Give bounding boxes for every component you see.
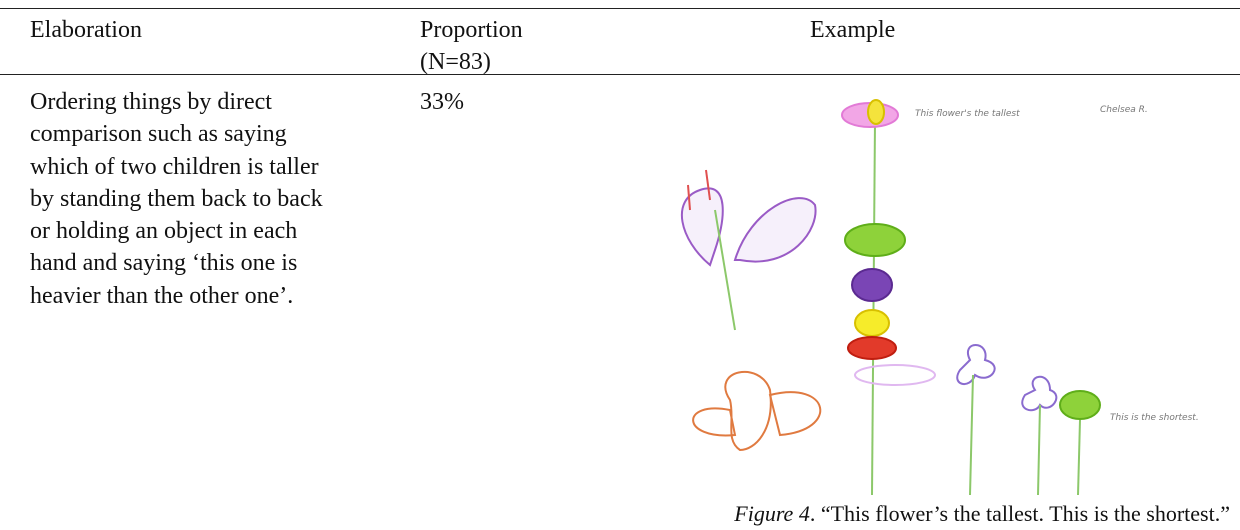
drawing-strokes bbox=[682, 100, 1100, 495]
caption-text: . “This flower’s the tallest. This is th… bbox=[810, 501, 1230, 526]
header-cell: Elaboration bbox=[30, 14, 142, 46]
body-cell: 33% bbox=[420, 86, 464, 118]
drawing-text: This is the shortest. bbox=[1110, 413, 1199, 423]
caption-label: Figure 4 bbox=[734, 501, 810, 526]
header-cell: Proportion (N=83) bbox=[420, 14, 570, 78]
header-cell: Example bbox=[810, 14, 895, 46]
body-cell: Ordering things by direct comparison suc… bbox=[30, 86, 348, 312]
top-rule bbox=[0, 8, 1240, 9]
child-drawing: This flower's the tallest Chelsea R. Thi… bbox=[640, 90, 1200, 500]
drawing-text: Chelsea R. bbox=[1100, 105, 1148, 115]
drawing-text: This flower's the tallest bbox=[915, 109, 1020, 119]
header-rule bbox=[0, 74, 1240, 75]
figure-caption: Figure 4. “This flower’s the tallest. Th… bbox=[640, 498, 1230, 530]
page: Elaboration Proportion (N=83) Example Or… bbox=[0, 0, 1240, 530]
